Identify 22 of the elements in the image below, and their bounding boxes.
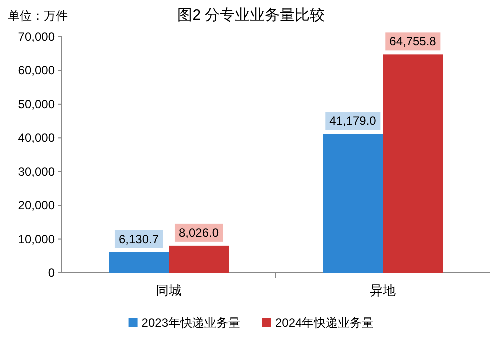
data-label: 41,179.0: [330, 114, 377, 128]
bar: [323, 134, 383, 273]
legend-label: 2024年快递业务量: [276, 316, 374, 330]
x-tick-label: 同城: [156, 283, 182, 298]
data-label: 8,026.0: [178, 226, 220, 240]
y-tick-label: 20,000: [18, 198, 56, 213]
data-label: 6,130.7: [118, 232, 160, 246]
text: 单位：万件: [8, 9, 68, 23]
y-tick-label: 0: [48, 266, 56, 280]
bar: [109, 252, 169, 273]
y-tick-label: 30,000: [18, 164, 56, 179]
y-tick-label: 70,000: [18, 30, 56, 44]
legend-label: 2023年快递业务量: [142, 316, 240, 330]
bar: [383, 54, 443, 273]
y-tick-label: 50,000: [18, 97, 56, 112]
chart-title: 图2 分专业业务量比较: [178, 7, 326, 24]
x-tick-label: 异地: [370, 283, 396, 298]
y-tick-label: 60,000: [18, 64, 56, 78]
data-label: 64,755.8: [390, 34, 437, 49]
bar: [169, 246, 229, 273]
y-tick-label: 40,000: [18, 131, 56, 146]
y-tick-label: 10,000: [18, 232, 56, 246]
